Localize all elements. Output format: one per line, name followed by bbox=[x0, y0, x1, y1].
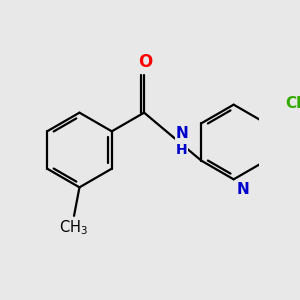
Text: N: N bbox=[237, 182, 250, 197]
Text: N: N bbox=[176, 126, 188, 141]
Text: O: O bbox=[138, 53, 153, 71]
Text: Cl: Cl bbox=[285, 96, 300, 111]
Text: CH$_3$: CH$_3$ bbox=[59, 218, 88, 237]
Text: H: H bbox=[176, 142, 187, 157]
